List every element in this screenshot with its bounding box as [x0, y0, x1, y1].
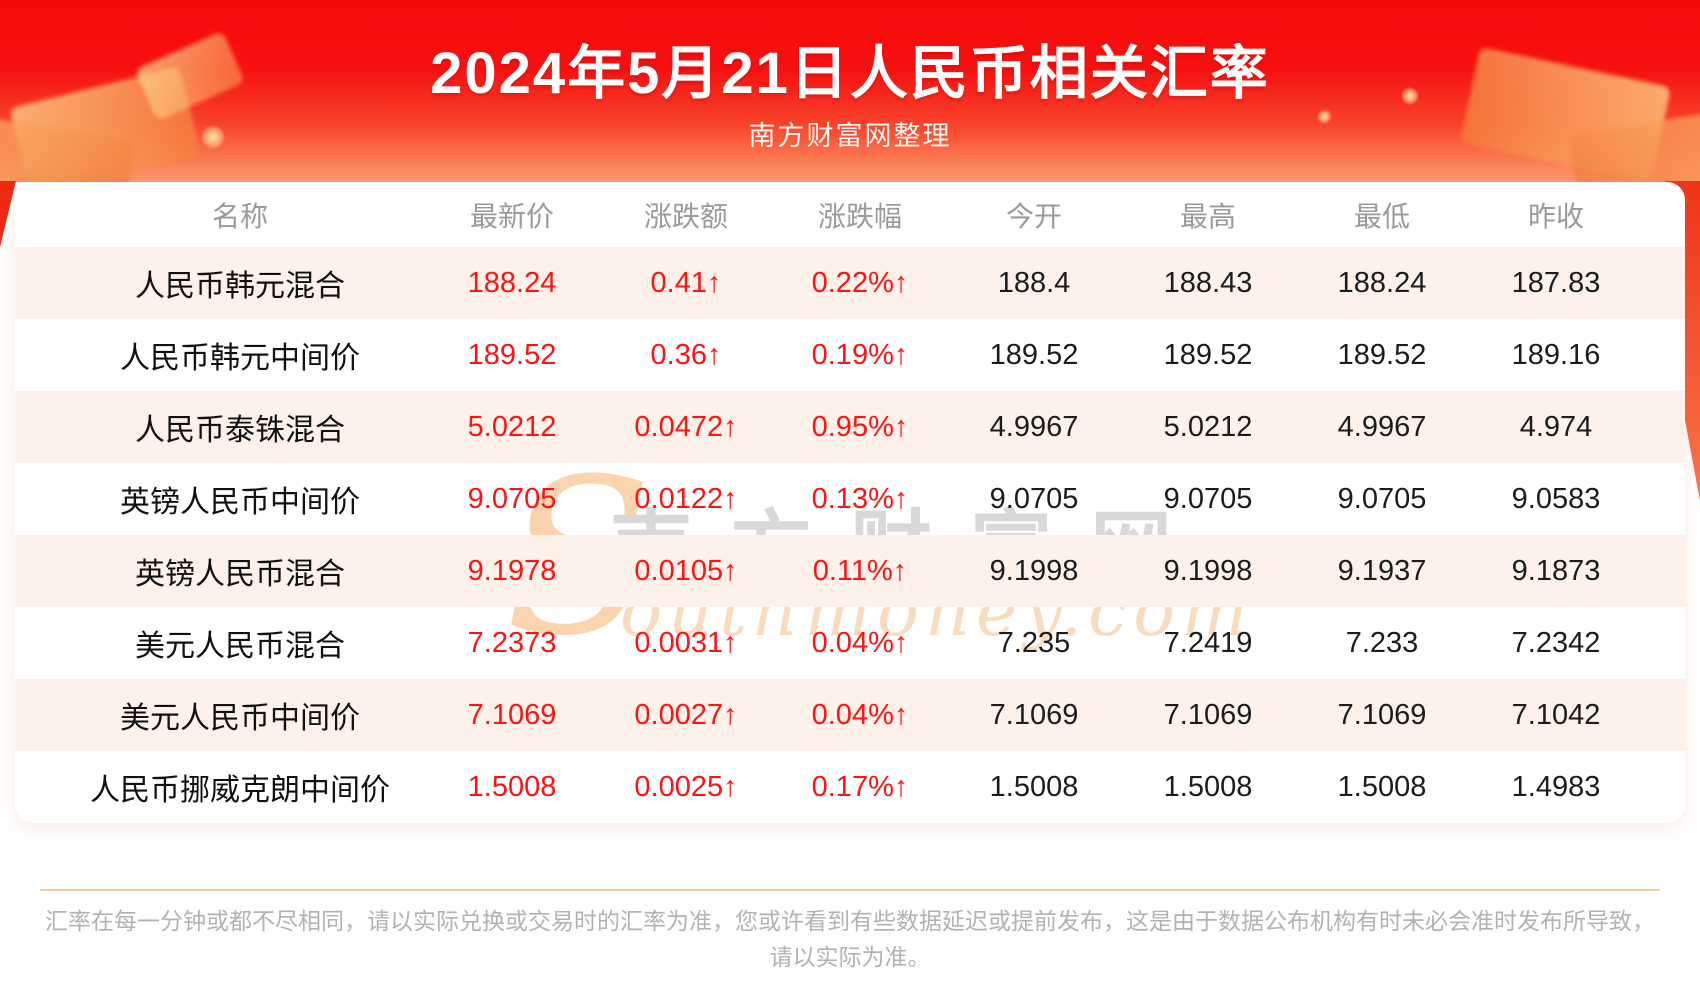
cell-name: 人民币泰铢混合: [135, 414, 345, 447]
cell-change_pct: 0.95%↑: [811, 410, 909, 443]
table-header-row: 名称 最新价 涨跌额 涨跌幅 今开 最高 最低 昨收: [15, 182, 1685, 247]
cell-change: 0.0027↑: [634, 698, 738, 731]
cell-high: 189.52: [1163, 338, 1253, 371]
red-ribbon-decoration-icon: [0, 181, 16, 247]
cell-low: 7.233: [1345, 626, 1419, 659]
table-body: 人民币韩元混合 188.24 0.41↑ 0.22%↑ 188.4 188.43 188.2…: [15, 247, 1685, 823]
cell-high: 7.1069: [1163, 698, 1253, 731]
cell-high: 5.0212: [1163, 410, 1253, 443]
glow-dot-icon: [202, 126, 224, 148]
cell-open: 1.5008: [989, 770, 1079, 803]
cell-name: 人民币韩元混合: [135, 270, 345, 303]
cell-name: 人民币挪威克朗中间价: [90, 774, 390, 807]
cell-latest: 9.0705: [467, 482, 557, 515]
cell-change: 0.0025↑: [634, 770, 738, 803]
cell-change: 0.0031↑: [634, 626, 738, 659]
cell-change: 0.0122↑: [634, 482, 738, 515]
cell-latest: 7.2373: [467, 626, 557, 659]
table-row: 英镑人民币混合 9.1978 0.0105↑ 0.11%↑ 9.1998 9.1998 9.…: [15, 535, 1685, 607]
cell-change: 0.41↑: [650, 266, 722, 299]
cell-change_pct: 0.04%↑: [811, 626, 909, 659]
cell-latest: 188.24: [467, 266, 557, 299]
cell-high: 9.1998: [1163, 554, 1253, 587]
cell-high: 7.2419: [1163, 626, 1253, 659]
table-row: 美元人民币中间价 7.1069 0.0027↑ 0.04%↑ 7.1069 7.1069 7…: [15, 679, 1685, 751]
glow-dot-icon: [1402, 88, 1418, 104]
table-row: 人民币韩元混合 188.24 0.41↑ 0.22%↑ 188.4 188.43 188.2…: [15, 247, 1685, 319]
cell-low: 189.52: [1337, 338, 1427, 371]
column-header-high: 最高: [1179, 200, 1236, 232]
column-header-open: 今开: [1005, 200, 1062, 232]
cell-name: 美元人民币混合: [135, 630, 345, 663]
cell-prev_close: 9.1873: [1511, 554, 1601, 587]
footer-disclaimer: 汇率在每一分钟或都不尽相同，请以实际兑换或交易时的汇率为准，您或许看到有些数据延…: [0, 903, 1700, 975]
column-header-change-pct: 涨跌幅: [817, 200, 902, 232]
cell-high: 188.43: [1163, 266, 1253, 299]
header-banner: 2024年5月21日人民币相关汇率 南方财富网整理: [0, 0, 1700, 182]
cell-change_pct: 0.13%↑: [811, 482, 909, 515]
cell-change_pct: 0.17%↑: [811, 770, 909, 803]
cell-low: 4.9967: [1337, 410, 1427, 443]
cell-name: 美元人民币中间价: [120, 702, 360, 735]
table-row: 人民币韩元中间价 189.52 0.36↑ 0.19%↑ 189.52 189.52 189…: [15, 319, 1685, 391]
cell-low: 1.5008: [1337, 770, 1427, 803]
cell-latest: 5.0212: [467, 410, 557, 443]
column-header-name: 名称: [211, 200, 268, 232]
cell-change_pct: 0.22%↑: [811, 266, 909, 299]
footer-line-1: 汇率在每一分钟或都不尽相同，请以实际兑换或交易时的汇率为准，您或许看到有些数据延…: [45, 908, 1655, 934]
cell-high: 9.0705: [1163, 482, 1253, 515]
page-subtitle: 南方财富网整理: [748, 121, 952, 151]
cell-change_pct: 0.11%↑: [812, 554, 908, 587]
cell-open: 188.4: [997, 266, 1071, 299]
cell-open: 189.52: [989, 338, 1079, 371]
cell-change: 0.36↑: [650, 338, 722, 371]
cell-open: 9.1998: [989, 554, 1079, 587]
cell-prev_close: 187.83: [1511, 266, 1601, 299]
cell-latest: 189.52: [467, 338, 557, 371]
cell-name: 英镑人民币中间价: [120, 486, 360, 519]
cell-low: 9.0705: [1337, 482, 1427, 515]
cell-change_pct: 0.19%↑: [811, 338, 909, 371]
exchange-rate-table: S 南方财富网 outhmoney.com 名称 最新价 涨跌额 涨跌幅 今开 …: [15, 182, 1685, 823]
column-header-low: 最低: [1353, 200, 1410, 232]
cell-prev_close: 189.16: [1511, 338, 1601, 371]
cell-low: 188.24: [1337, 266, 1427, 299]
cell-open: 7.235: [997, 626, 1071, 659]
footer-divider: [40, 889, 1660, 891]
table-row: 美元人民币混合 7.2373 0.0031↑ 0.04%↑ 7.235 7.2419 7.2…: [15, 607, 1685, 679]
table-row: 英镑人民币中间价 9.0705 0.0122↑ 0.13%↑ 9.0705 9.0705 9…: [15, 463, 1685, 535]
table-row: 人民币挪威克朗中间价 1.5008 0.0025↑ 0.17%↑ 1.5008 1.500…: [15, 751, 1685, 823]
cell-prev_close: 7.2342: [1511, 626, 1601, 659]
page-title: 2024年5月21日人民币相关汇率: [430, 41, 1270, 106]
cell-open: 7.1069: [989, 698, 1079, 731]
cell-low: 9.1937: [1337, 554, 1427, 587]
cell-prev_close: 9.0583: [1511, 482, 1601, 515]
cell-open: 4.9967: [989, 410, 1079, 443]
cell-latest: 1.5008: [467, 770, 557, 803]
cell-change: 0.0472↑: [634, 410, 738, 443]
column-header-prev-close: 昨收: [1527, 200, 1584, 232]
cell-high: 1.5008: [1163, 770, 1253, 803]
cell-low: 7.1069: [1337, 698, 1427, 731]
cell-name: 英镑人民币混合: [135, 558, 345, 591]
cell-open: 9.0705: [989, 482, 1079, 515]
column-header-latest: 最新价: [469, 200, 554, 232]
cell-name: 人民币韩元中间价: [120, 342, 360, 375]
footer-line-2: 请以实际为准。: [769, 944, 931, 970]
cell-prev_close: 7.1042: [1511, 698, 1601, 731]
column-header-change: 涨跌额: [643, 200, 728, 232]
cell-latest: 7.1069: [467, 698, 557, 731]
cell-change: 0.0105↑: [634, 554, 738, 587]
table-row: 人民币泰铢混合 5.0212 0.0472↑ 0.95%↑ 4.9967 5.0212 4.…: [15, 391, 1685, 463]
cell-latest: 9.1978: [467, 554, 557, 587]
cell-prev_close: 1.4983: [1511, 770, 1601, 803]
glow-dot-icon: [1318, 110, 1331, 123]
cell-change_pct: 0.04%↑: [811, 698, 909, 731]
cell-prev_close: 4.974: [1519, 410, 1593, 443]
